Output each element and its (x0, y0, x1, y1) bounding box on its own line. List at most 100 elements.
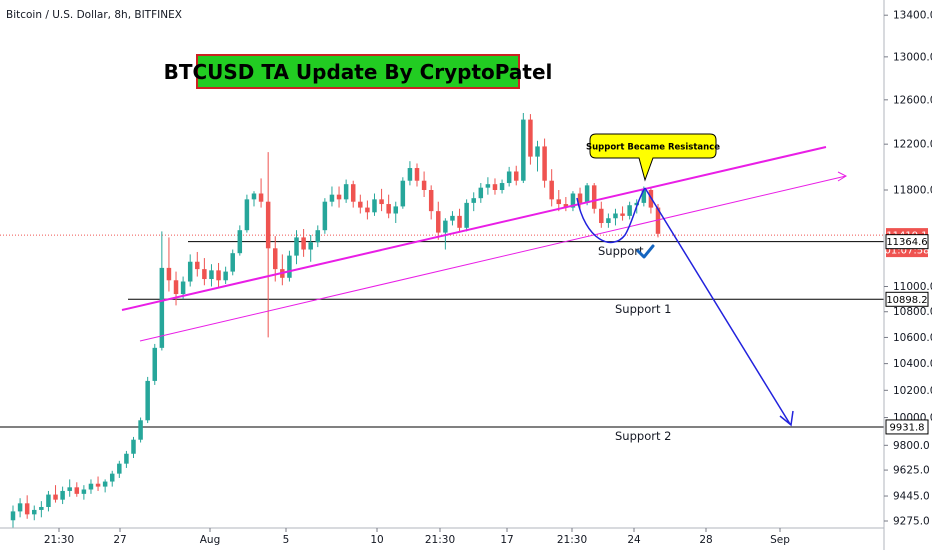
candle-body (613, 213, 618, 219)
level-badge-2: 9931.8 (890, 422, 925, 433)
candle-body (301, 237, 306, 250)
level-badge-1-bg (885, 291, 929, 307)
candle-body (10, 511, 16, 521)
candle-body (386, 204, 391, 214)
candle-body (138, 420, 143, 440)
upper-channel-line (121, 146, 827, 311)
channel-arrowhead (837, 171, 848, 182)
candle-body (499, 183, 505, 190)
price-tick-label: 10200.0 (893, 385, 932, 397)
candle-body (187, 261, 193, 282)
candle-body (202, 269, 207, 280)
candle-body (131, 439, 136, 454)
time-tick-label: 17 (500, 534, 513, 546)
candle-body (102, 481, 108, 487)
time-tick-label: 21:30 (425, 534, 455, 546)
candle-body (393, 206, 398, 214)
candle-body (428, 190, 434, 212)
candle-body (513, 171, 519, 181)
callout-box: Support Became Resistance (586, 133, 720, 182)
candle-body (244, 199, 250, 231)
candle-body (336, 194, 342, 200)
candle-body (655, 207, 661, 234)
candle-body (237, 230, 243, 254)
price-tick-label: 10800.0 (893, 306, 932, 318)
level-labels: Support Support 1 Support 2 (598, 244, 671, 443)
candle-body (464, 202, 469, 228)
price-tick-label: 12600.0 (893, 94, 932, 106)
candle-body (350, 184, 356, 202)
channel-lines (121, 146, 848, 342)
callout-text: Support Became Resistance (586, 143, 720, 153)
candle-body (273, 248, 278, 270)
support-label: Support (598, 244, 644, 258)
candle-body (209, 270, 214, 280)
candle-body (641, 190, 647, 203)
price-tick-label: 11000.0 (893, 281, 932, 293)
price-tick-label: 9445.0 (893, 491, 930, 503)
callout-bubble (589, 133, 717, 182)
candle-body (421, 180, 427, 190)
candle-body (478, 187, 484, 199)
candle-body (577, 193, 583, 203)
price-tick-label: 9275.0 (893, 516, 930, 528)
candle-body (251, 193, 257, 200)
time-tick-label: 21:30 (44, 534, 74, 546)
lower-channel-line (139, 175, 847, 342)
candle-body (265, 201, 271, 249)
candle-body (67, 487, 72, 491)
candle-body (599, 208, 604, 224)
candle-body (521, 119, 526, 181)
time-tick-label: 5 (283, 534, 290, 546)
candles (10, 112, 661, 528)
candle-body (591, 185, 597, 209)
candle-body (32, 509, 37, 515)
candle-body (549, 180, 554, 200)
price-tick-label: 10400.0 (893, 358, 932, 370)
candle-body (53, 494, 58, 500)
level-badge-0: 11364.6 (886, 237, 927, 248)
candle-body (379, 199, 384, 205)
support2-label: Support 2 (615, 429, 671, 443)
candle-body (584, 185, 590, 203)
candle-body (308, 242, 313, 250)
candle-body (258, 193, 264, 202)
price-tick-label: 13000.0 (893, 51, 932, 63)
candle-body (159, 267, 165, 348)
candle-body (400, 180, 406, 207)
price-tick-label: 12200.0 (893, 139, 932, 151)
candle-body (39, 506, 44, 510)
level-badge-2-bg (885, 419, 929, 435)
title-background (196, 54, 520, 89)
candle-body (109, 473, 115, 482)
candle-body (173, 280, 179, 295)
candle-body (24, 503, 30, 515)
candle-body (542, 146, 547, 181)
candle-body (166, 267, 172, 281)
candle-body (81, 489, 87, 494)
candle-body (471, 198, 476, 203)
candle-body (414, 168, 420, 181)
level-badge-1: 10898.2 (886, 295, 927, 306)
price-tick-label: 9800.0 (893, 440, 930, 452)
candle-body (528, 119, 533, 157)
candle-body (315, 230, 321, 243)
candle-body (60, 490, 65, 500)
cup-curve (576, 187, 646, 244)
time-tick-label: 21:30 (557, 534, 587, 546)
candle-body (627, 205, 632, 216)
candle-body (152, 347, 158, 381)
candle-body (407, 168, 413, 181)
candle-body (124, 453, 129, 464)
candle-body (506, 171, 512, 184)
candle-body (88, 483, 94, 490)
candle-body (322, 201, 328, 231)
candle-body (634, 202, 639, 206)
time-axis[interactable]: 21:30 27 Aug 5 10 21:30 17 21:30 24 28 Sep (44, 528, 790, 546)
price-tick-label: 9625.0 (893, 465, 930, 477)
candle-body (443, 220, 448, 233)
time-tick-label: Aug (200, 534, 221, 546)
